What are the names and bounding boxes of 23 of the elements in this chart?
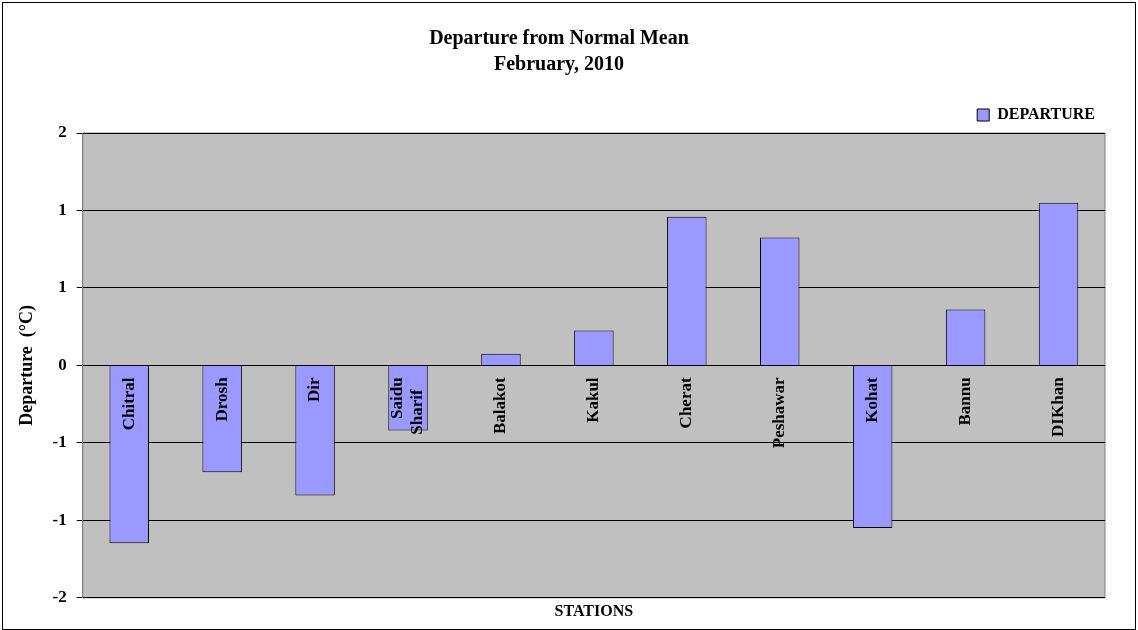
y-tick-label: -1 [52, 432, 67, 452]
x-tick-label: Dir [304, 376, 324, 402]
x-tick-label: Chitral [118, 377, 138, 431]
x-tick-label: Kakul [583, 377, 603, 423]
y-tick-label: -2 [52, 587, 67, 607]
y-tick-label: -1 [52, 509, 67, 529]
chart-title: Departure from Normal Mean [429, 26, 689, 50]
x-tick-label: Bannu [954, 377, 974, 426]
x-axis-title: STATIONS [554, 601, 634, 619]
x-tick-label: Drosh [211, 376, 231, 422]
y-axis-title: Departure (°C) [16, 304, 38, 426]
y-tick-label: 2 [58, 122, 67, 142]
legend-label: DEPARTURE [997, 105, 1095, 123]
y-tick-label: 1 [58, 199, 67, 219]
x-tick-label: Cherat [676, 377, 696, 429]
y-tick-label: 1 [58, 277, 67, 297]
y-tick-label: 0 [58, 354, 67, 374]
chart-subtitle: February, 2010 [494, 52, 624, 76]
x-tick-label: Saidu Sharif [387, 377, 427, 435]
x-tick-label: DIKhan [1047, 376, 1067, 437]
x-tick-label: Balakot [490, 377, 510, 435]
x-tick-label: Peshawar [769, 376, 789, 449]
x-tick-label: Kohat [862, 377, 882, 423]
